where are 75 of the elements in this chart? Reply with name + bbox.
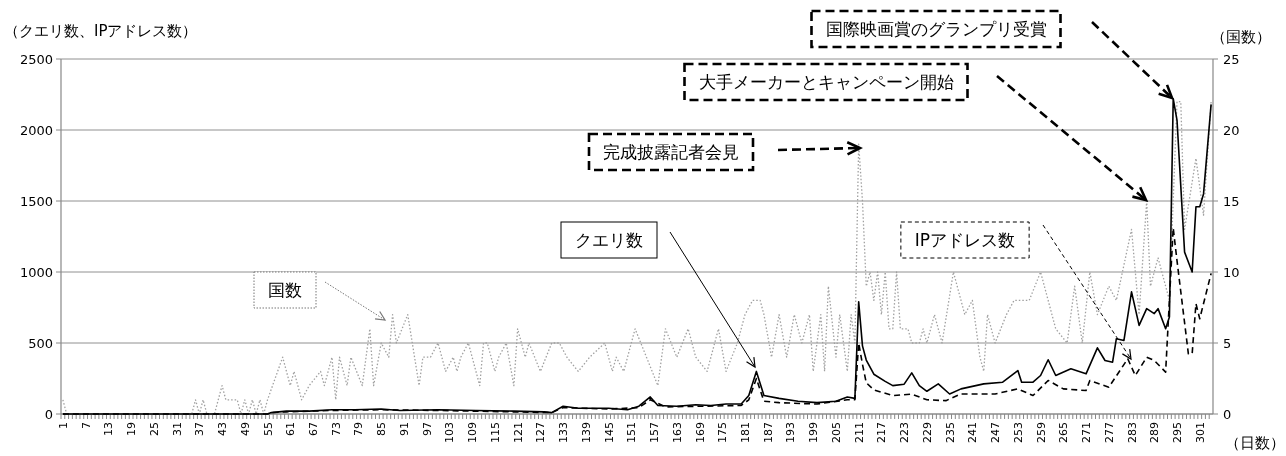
x-tick-label: 25 <box>147 422 161 436</box>
x-tick-label: 7 <box>79 422 93 429</box>
x-tick-label: 175 <box>716 422 730 443</box>
x-tick-label: 61 <box>284 422 298 436</box>
x-tick-label: 37 <box>193 422 207 436</box>
x-tick-label: 1 <box>56 422 70 429</box>
x-tick-label: 271 <box>1080 422 1094 443</box>
y-tick-label: 1500 <box>19 194 53 209</box>
y2-tick-label: 0 <box>1223 407 1232 422</box>
x-tick-label: 157 <box>648 422 662 443</box>
y2-axis-title: （国数） <box>1211 28 1271 46</box>
x-tick-label: 223 <box>898 422 912 443</box>
annotation: 完成披露記者会見 <box>587 132 863 172</box>
x-tick-label: 109 <box>466 422 480 443</box>
x-tick-label: 163 <box>670 422 684 443</box>
x-tick-label: 205 <box>829 422 843 443</box>
x-tick-label: 211 <box>852 422 866 443</box>
x-tick-label: 277 <box>1102 422 1116 443</box>
x-tick-label: 301 <box>1193 422 1207 443</box>
x-tick-label: 97 <box>420 422 434 436</box>
y-tick-label: 500 <box>28 336 53 351</box>
x-tick-label: 139 <box>579 422 593 443</box>
y-tick-label: 2000 <box>19 123 53 138</box>
x-tick-label: 151 <box>625 422 639 443</box>
x-tick-label: 19 <box>125 422 139 436</box>
x-tick-label: 199 <box>807 422 821 443</box>
x-tick-label: 289 <box>1148 422 1162 443</box>
x-tick-label: 235 <box>943 422 957 443</box>
x-tick-label: 13 <box>102 422 116 436</box>
annotation: クエリ数 <box>575 230 643 250</box>
annotation: 国数 <box>268 280 302 300</box>
annotation: 国数 <box>253 271 387 321</box>
y-tick-label: 2500 <box>19 52 53 67</box>
x-tick-label: 43 <box>216 422 230 436</box>
x-tick-label: 265 <box>1057 422 1071 443</box>
x-tick-label: 181 <box>739 422 752 443</box>
x-tick-label: 193 <box>784 422 798 443</box>
x-tick-label: 55 <box>261 422 275 436</box>
x-tick-label: 169 <box>693 422 707 443</box>
x-tick-label: 229 <box>920 422 934 443</box>
x-tick-label: 241 <box>966 422 980 443</box>
x-tick-label: 31 <box>170 422 184 436</box>
y2-tick-label: 15 <box>1223 194 1240 209</box>
y-axis-title: （クエリ数、IPアドレス数） <box>4 22 198 40</box>
y-tick-label: 0 <box>44 407 53 422</box>
annotation: IPアドレス数 <box>900 221 1132 361</box>
annotation: クエリ数 <box>560 221 756 369</box>
annotation: 大手メーカーとキャンペーン開始 <box>698 72 954 92</box>
y2-tick-label: 5 <box>1223 336 1232 351</box>
x-tick-label: 133 <box>557 422 571 443</box>
x-tick-label: 73 <box>329 422 343 436</box>
x-tick-label: 67 <box>307 422 320 436</box>
x-tick-label: 259 <box>1034 422 1048 443</box>
x-tick-label: 247 <box>989 422 1003 443</box>
x-tick-label: 187 <box>761 422 775 443</box>
x-axis-title: （日数） <box>1225 434 1285 452</box>
x-tick-label: 79 <box>352 422 366 436</box>
y2-tick-label: 25 <box>1223 52 1240 67</box>
x-tick-label: 145 <box>602 422 616 443</box>
x-tick-label: 121 <box>511 422 525 443</box>
annotation: IPアドレス数 <box>914 230 1016 250</box>
y2-tick-label: 20 <box>1223 123 1240 138</box>
x-tick-label: 85 <box>375 422 389 436</box>
x-tick-label: 217 <box>875 422 889 443</box>
x-tick-label: 103 <box>443 422 457 443</box>
y-tick-label: 1000 <box>19 265 53 280</box>
y2-tick-label: 10 <box>1223 265 1240 280</box>
x-tick-label: 295 <box>1171 422 1184 443</box>
x-tick-label: 49 <box>238 422 252 436</box>
x-tick-label: 253 <box>1011 422 1025 443</box>
x-tick-label: 127 <box>534 422 548 443</box>
x-tick-label: 115 <box>488 422 502 443</box>
annotation: 完成披露記者会見 <box>603 142 739 162</box>
x-tick-label: 283 <box>1125 422 1139 443</box>
x-tick-label: 91 <box>397 422 411 436</box>
